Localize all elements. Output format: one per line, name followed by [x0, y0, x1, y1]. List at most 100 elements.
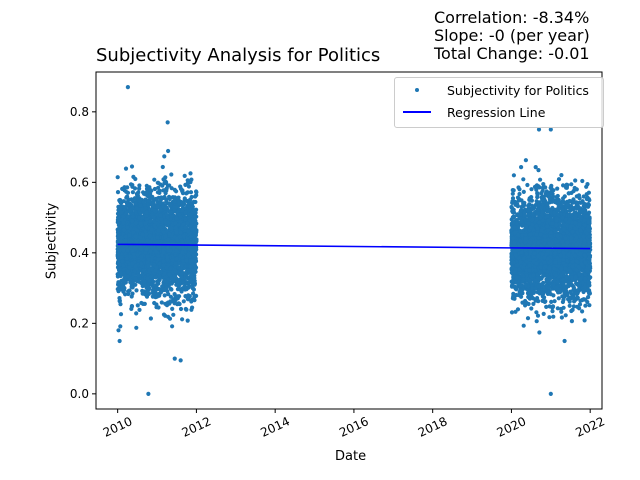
data-point: [155, 292, 160, 297]
data-point: [187, 246, 192, 251]
data-point: [186, 252, 191, 258]
data-point: [115, 234, 120, 239]
data-point: [130, 218, 135, 224]
data-point: [174, 216, 179, 221]
data-point: [119, 255, 124, 260]
data-point: [176, 212, 182, 217]
data-point: [129, 304, 134, 309]
data-point: [127, 233, 132, 238]
data-point: [133, 220, 138, 226]
data-point: [192, 281, 197, 286]
data-point: [173, 221, 178, 226]
data-point: [182, 276, 188, 281]
data-point: [168, 266, 173, 271]
data-point: [559, 173, 564, 178]
data-point: [120, 186, 125, 191]
data-point: [155, 235, 160, 240]
data-point: [573, 178, 578, 183]
scatter-points: [115, 85, 593, 396]
data-point: [191, 199, 196, 204]
data-point: [162, 154, 167, 159]
data-point: [194, 237, 199, 242]
data-point: [121, 224, 127, 229]
data-point: [587, 303, 592, 308]
data-point: [118, 324, 123, 329]
data-point: [174, 236, 180, 241]
data-point: [144, 210, 149, 215]
data-point: [164, 199, 169, 204]
data-point: [180, 201, 185, 206]
data-point: [152, 208, 157, 213]
data-point: [145, 290, 150, 295]
data-point: [192, 246, 197, 251]
data-point: [123, 234, 128, 239]
data-point: [148, 191, 153, 196]
data-point: [165, 245, 170, 250]
data-point: [134, 325, 139, 330]
data-point: [192, 208, 197, 213]
data-point: [154, 249, 159, 254]
data-point: [138, 221, 143, 226]
data-point: [188, 224, 193, 229]
data-point: [137, 183, 142, 188]
data-point: [120, 259, 125, 264]
data-point: [178, 230, 183, 235]
data-point: [169, 172, 174, 177]
data-point: [556, 296, 561, 301]
data-point: [150, 203, 155, 208]
data-point: [167, 272, 172, 277]
data-point: [116, 221, 121, 226]
data-point: [115, 175, 120, 180]
data-point: [128, 277, 133, 282]
data-point: [192, 294, 197, 300]
data-point: [180, 239, 185, 244]
data-point: [150, 294, 155, 299]
data-point: [138, 211, 143, 216]
data-point: [175, 296, 180, 301]
data-point: [152, 177, 157, 182]
data-point: [179, 274, 184, 280]
data-point: [133, 264, 138, 269]
data-point: [132, 245, 137, 250]
data-point: [555, 186, 560, 191]
data-point: [193, 267, 198, 272]
data-point: [577, 302, 583, 307]
data-point: [183, 210, 188, 215]
data-point: [159, 216, 164, 222]
data-point: [156, 185, 161, 190]
data-point: [176, 301, 181, 306]
data-point: [169, 186, 174, 191]
data-point: [133, 234, 138, 239]
data-point: [171, 312, 176, 317]
data-point: [116, 281, 121, 286]
data-point: [160, 164, 165, 170]
data-point: [173, 205, 178, 210]
data-point: [186, 293, 191, 298]
data-point: [144, 247, 149, 252]
data-point: [189, 177, 194, 182]
data-point: [155, 279, 160, 284]
data-point: [180, 286, 185, 291]
data-point: [152, 186, 157, 192]
data-point: [139, 254, 144, 259]
data-point: [170, 324, 175, 329]
data-point: [130, 285, 135, 290]
data-point: [529, 306, 534, 311]
data-point: [163, 234, 168, 239]
data-point: [147, 233, 152, 239]
data-point: [161, 177, 166, 182]
data-point: [173, 225, 178, 230]
data-point: [124, 200, 129, 205]
data-point: [164, 303, 170, 308]
data-point: [127, 265, 132, 270]
data-point: [158, 213, 163, 218]
data-point: [529, 187, 534, 192]
data-point: [189, 307, 194, 312]
data-point: [167, 316, 173, 321]
data-point: [142, 279, 147, 284]
data-point: [189, 273, 194, 278]
data-point: [122, 227, 127, 233]
data-point: [550, 309, 555, 314]
data-point: [169, 213, 174, 218]
data-point: [178, 234, 183, 240]
